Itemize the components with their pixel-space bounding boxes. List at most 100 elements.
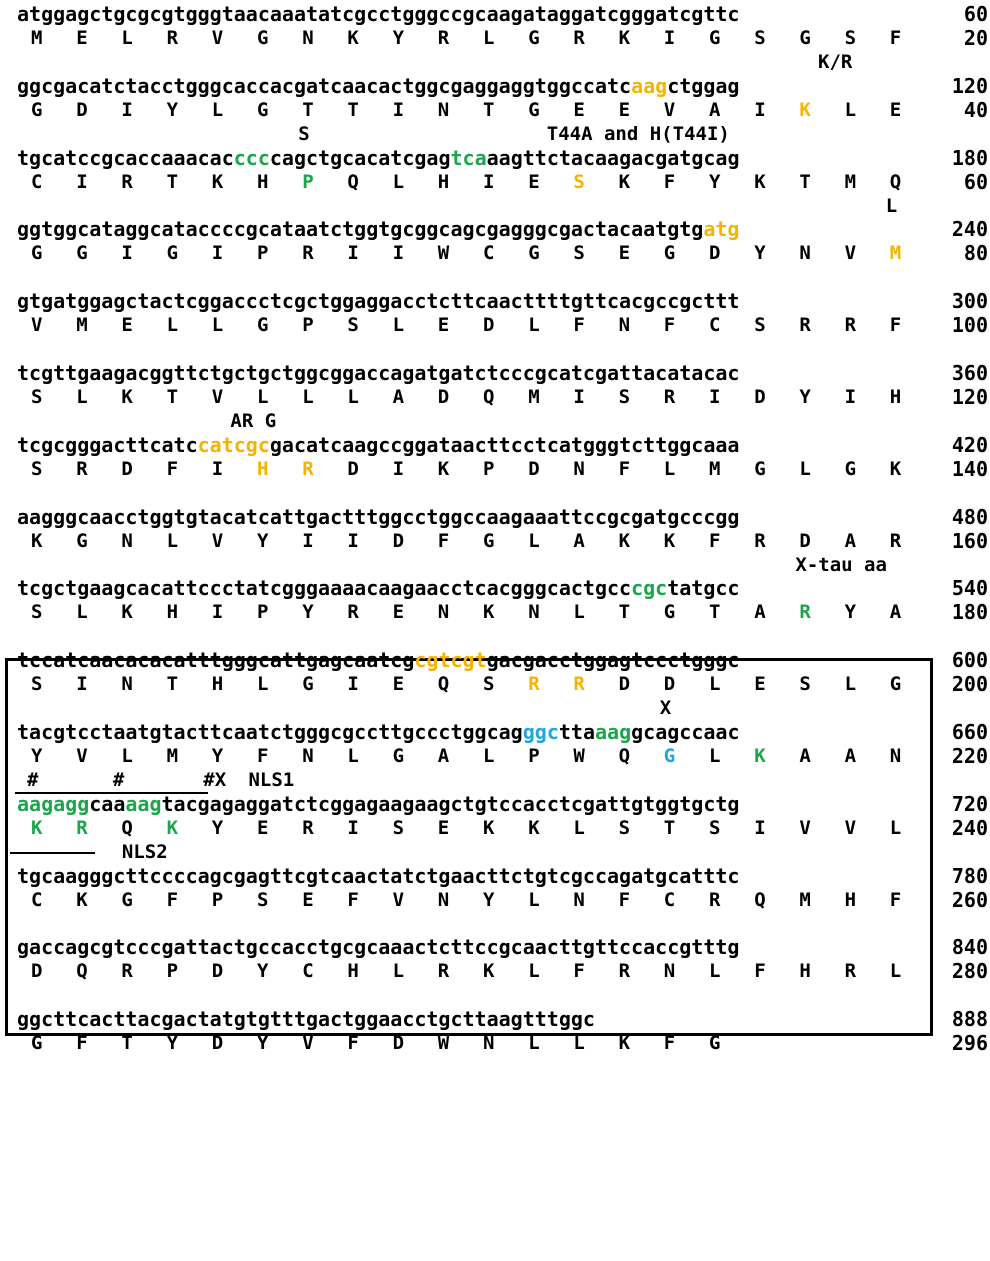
amino-acid-residue: H	[889, 386, 902, 408]
amino-acid-residue: P	[483, 457, 495, 480]
nucleotide-line: tcgcgggacttcatccatcgcgacatcaagccggataact…	[17, 433, 739, 457]
nucleotide-position: 420	[951, 432, 988, 457]
amino-acid-residue: N	[483, 1032, 495, 1055]
amino-acid-residue: K	[483, 816, 495, 839]
nucleotide-line: tcgttgaagacggttctgctgctggcggaccagatgatct…	[17, 361, 739, 385]
amino-acid-residue: D	[392, 1032, 405, 1055]
nls1-underline	[15, 792, 208, 794]
amino-acid-residue: G	[392, 745, 405, 767]
amino-acid-residue: V	[302, 1032, 314, 1055]
nucleotide-line: aagaggcaaaagtacgagaggatctcggagaagaagctgt…	[17, 792, 739, 816]
amino-acid-residue: F	[437, 529, 450, 552]
amino-acid-residue: L	[257, 673, 269, 696]
amino-acid-residue: L	[663, 457, 676, 480]
nucleotide-segment: ggtggcataggcataccccgcataatctggtgcggcagcg…	[17, 217, 704, 242]
amino-acid-residue: L	[528, 314, 540, 337]
nucleotide-position: 120	[951, 73, 988, 98]
amino-acid-residue: V	[663, 98, 676, 121]
amino-acid-residue: L	[528, 1032, 540, 1055]
amino-acid-residue: G	[844, 457, 857, 480]
amino-acid-residue: D	[121, 457, 133, 480]
amino-acid-residue: R	[618, 960, 631, 983]
amino-acid-residue: P	[528, 745, 540, 767]
amino-acid-position: 40	[963, 97, 988, 122]
amino-acid-residue: L	[257, 386, 269, 408]
nucleotide-position: 780	[951, 863, 988, 888]
amino-acid-residue: G	[528, 98, 540, 121]
nucleotide-segment: tcgttgaagacggttctgctgctggcggaccagatgatct…	[17, 361, 740, 385]
amino-acid-residue: R	[121, 170, 133, 193]
nucleotide-segment: tacgagaggatctcggagaagaagctgtccacctcgattg…	[161, 791, 740, 816]
amino-acid-residue: Y	[754, 242, 766, 265]
amino-acid-residue: D	[618, 673, 631, 696]
nucleotide-segment: gacgacctggagtccctgggc	[486, 648, 740, 673]
amino-acid-residue: N	[528, 601, 540, 624]
nucleotide-line: tacgtcctaatgtacttcaatctgggcgccttgccctggc…	[17, 720, 739, 744]
amino-acid-residue: L	[528, 888, 540, 911]
nucleotide-segment: aagggcaacctggtgtacatcattgactttggcctggcca…	[17, 504, 740, 529]
amino-acid-residue: G	[663, 601, 676, 624]
amino-acid-residue: F	[618, 457, 631, 480]
amino-acid-residue: V	[31, 314, 43, 337]
amino-acid-residue: I	[211, 601, 224, 624]
amino-acid-residue: I	[573, 386, 585, 408]
amino-acid-residue: G	[121, 888, 133, 911]
amino-acid-residue: S	[392, 816, 405, 839]
amino-acid-residue: Y	[211, 816, 224, 839]
amino-acid-residue: I	[347, 816, 359, 839]
amino-acid-residue: Y	[483, 888, 495, 911]
nucleotide-position: 660	[951, 720, 988, 744]
amino-acid-residue: L	[889, 816, 902, 839]
nucleotide-segment: tgcaagggcttccccagcgagttcgtcaactatctgaact…	[17, 863, 740, 888]
amino-acid-residue: L	[889, 960, 902, 983]
amino-acid-residue: K	[31, 529, 43, 552]
amino-acid-residue: N	[121, 529, 133, 552]
mutation-annotation: AR G	[230, 410, 277, 432]
amino-acid-residue: K	[483, 601, 495, 624]
amino-acid-residue: Y	[709, 170, 721, 193]
amino-acid-residue: L	[392, 960, 405, 983]
amino-acid-residue: T	[121, 1032, 133, 1055]
amino-acid-residue: N	[573, 457, 585, 480]
amino-acid-residue: L	[573, 1032, 585, 1055]
amino-acid-residue: K	[754, 170, 766, 193]
amino-acid-residue: L	[392, 314, 405, 337]
amino-acid-residue: C	[663, 888, 676, 911]
amino-acid-residue: S	[31, 386, 43, 408]
amino-acid-residue: R	[573, 673, 585, 696]
amino-acid-residue: S	[618, 816, 631, 839]
amino-acid-residue: K	[528, 816, 540, 839]
amino-acid-residue: K	[618, 529, 631, 552]
amino-acid-residue: E	[889, 98, 902, 121]
amino-acid-residue: S	[31, 601, 43, 624]
amino-acid-residue: L	[799, 457, 811, 480]
amino-acid-residue: G	[663, 242, 676, 265]
amino-acid-residue: C	[31, 170, 43, 193]
nucleotide-segment: cgtcgt	[414, 648, 487, 673]
amino-acid-position: 240	[951, 815, 988, 840]
nucleotide-line: aagggcaacctggtgtacatcattgactttggcctggcca…	[17, 505, 739, 529]
amino-acid-residue: M	[799, 888, 811, 911]
amino-acid-residue: G	[31, 1032, 43, 1055]
amino-acid-residue: K	[121, 601, 133, 624]
amino-acid-position: 20	[963, 26, 988, 50]
amino-acid-residue: K	[618, 27, 631, 49]
nucleotide-position: 540	[951, 576, 988, 601]
amino-acid-residue: D	[799, 529, 811, 552]
amino-acid-residue: K	[754, 745, 766, 767]
amino-acid-residue: A	[799, 745, 811, 767]
amino-acid-residue: N	[437, 601, 450, 624]
mutation-annotation: NLS2	[121, 840, 168, 863]
amino-acid-residue: F	[166, 888, 179, 911]
mutation-annotation: L	[885, 194, 898, 217]
nucleotide-line: tcgctgaagcacattccctatcgggaaaacaagaacctca…	[17, 576, 739, 600]
amino-acid-residue: C	[31, 888, 43, 911]
amino-acid-residue: D	[663, 673, 676, 696]
nucleotide-segment: tacgtcctaatgtacttcaatctgggcgccttgccctggc…	[17, 720, 523, 744]
amino-acid-residue: I	[211, 242, 224, 265]
x-tau-region-box	[5, 658, 933, 1036]
amino-acid-residue: H	[844, 888, 857, 911]
amino-acid-residue: F	[257, 745, 269, 767]
nucleotide-line: ggcttcacttacgactatgtgtttgactggaacctgctta…	[17, 1007, 595, 1031]
